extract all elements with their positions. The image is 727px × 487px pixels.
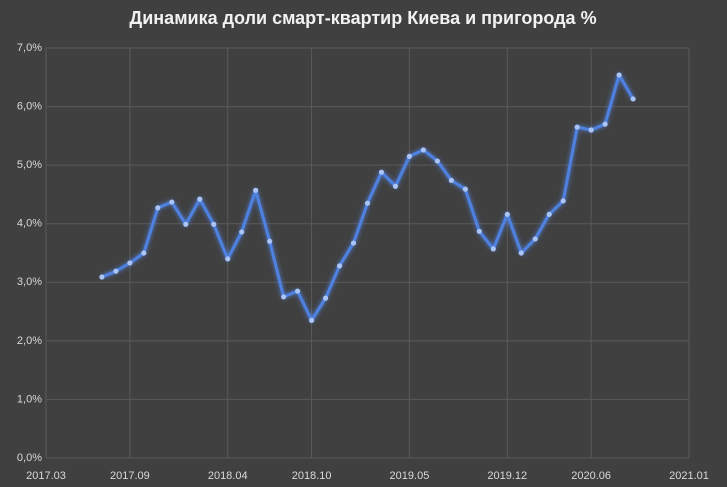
y-tick-label: 1,0% [17,393,42,405]
data-point [378,169,385,175]
data-point [490,246,496,252]
data-point [616,72,622,78]
x-tick-label: 2017.09 [110,470,150,482]
data-point [336,263,343,269]
x-tick-label: 2017.03 [26,470,66,482]
data-point [322,295,329,301]
x-tick-label: 2019.05 [390,470,430,482]
data-point [253,187,259,193]
data-point [420,147,427,153]
x-tick-label: 2021.01 [669,470,709,482]
data-point [169,199,175,205]
data-point [197,196,203,202]
y-tick-label: 7,0% [17,42,42,54]
data-point [546,211,552,217]
data-point [239,229,245,235]
data-point [518,250,524,256]
data-point [504,211,510,217]
data-point [574,124,580,130]
data-point [392,183,399,189]
data-point [532,236,538,242]
data-point [434,158,440,164]
data-point [225,256,231,262]
data-point [99,274,105,280]
data-point [476,228,482,234]
data-point [350,240,357,246]
data-point [630,96,636,102]
data-point [406,153,413,159]
data-point [155,205,161,211]
data-point [308,317,315,323]
y-tick-label: 5,0% [17,159,42,171]
data-point [295,288,301,294]
data-point [602,121,608,127]
y-tick-label: 3,0% [17,276,42,288]
data-point [183,221,189,227]
data-point [560,198,566,204]
data-point [127,260,133,266]
data-point [281,294,287,300]
data-point [267,238,273,244]
chart-title: Динамика доли смарт-квартир Киева и приг… [129,8,596,28]
y-tick-label: 6,0% [17,100,42,112]
data-point [364,200,371,206]
x-tick-label: 2018.10 [292,470,332,482]
data-point [448,177,454,183]
y-tick-label: 2,0% [17,335,42,347]
x-tick-label: 2018.04 [208,470,248,482]
data-point [462,186,468,192]
y-tick-label: 4,0% [17,218,42,230]
x-tick-label: 2020.06 [571,470,611,482]
data-point [113,268,119,274]
data-point [211,221,217,227]
data-point [141,250,147,256]
x-tick-label: 2019.12 [487,470,527,482]
y-tick-label: 0,0% [17,452,42,464]
data-point [588,127,594,133]
